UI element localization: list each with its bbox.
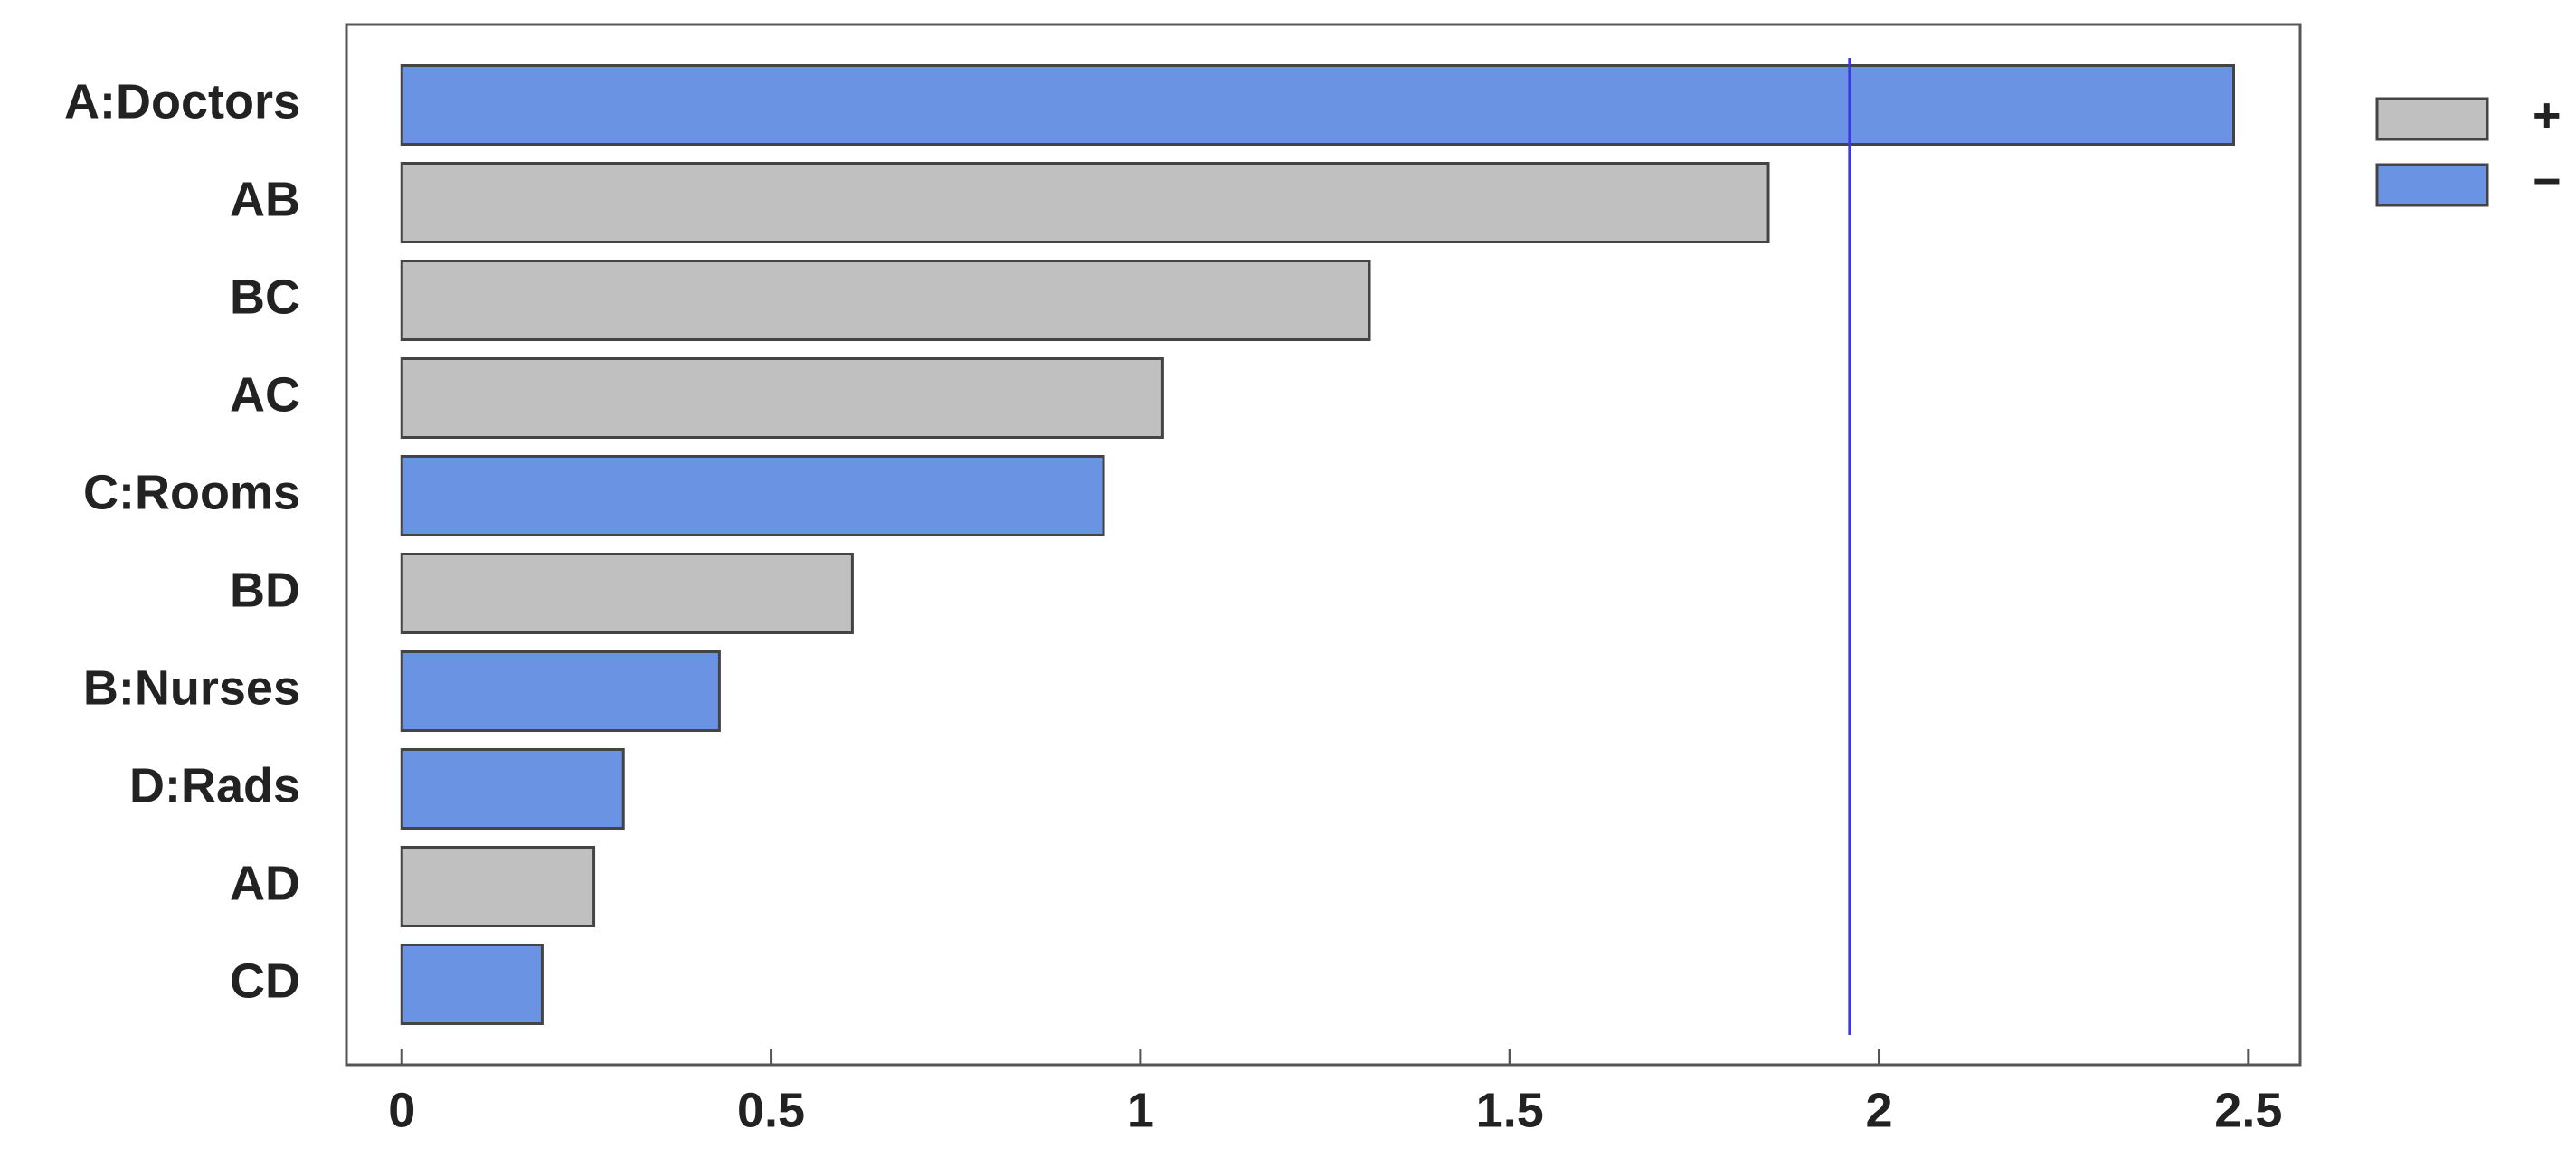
x-tick-label: 2.5 [2214,1083,2282,1137]
y-tick-label: BC [230,270,300,324]
y-tick-label: CD [230,954,300,1008]
plot-frame [345,23,2302,1067]
bar [400,357,1164,439]
y-tick-label: AB [230,172,300,226]
legend-label: + [2533,88,2562,142]
bar [400,650,721,732]
bar [400,846,596,927]
y-tick-label: D:Rads [129,758,300,812]
bar [400,162,1770,243]
y-tick-label: C:Rooms [83,465,300,519]
y-tick-label: BD [230,563,300,617]
x-tick-label: 0.5 [737,1083,805,1137]
bar [400,260,1371,341]
y-tick-label: B:Nurses [83,660,300,715]
x-tick-label: 1 [1127,1083,1154,1137]
x-tick-label: 2 [1865,1083,1892,1137]
y-tick-label: A:Doctors [64,74,300,128]
legend-label: − [2533,154,2562,208]
legend-swatch [2375,97,2489,141]
y-tick-label: AC [230,367,300,422]
bar [400,748,625,830]
x-tick-label: 1.5 [1476,1083,1544,1137]
y-tick-label: AD [230,856,300,910]
bar [400,944,544,1025]
x-tick-label: 0 [388,1083,415,1137]
bar [400,64,2236,146]
bar [400,553,854,634]
legend-swatch [2375,163,2489,207]
bar [400,455,1105,536]
